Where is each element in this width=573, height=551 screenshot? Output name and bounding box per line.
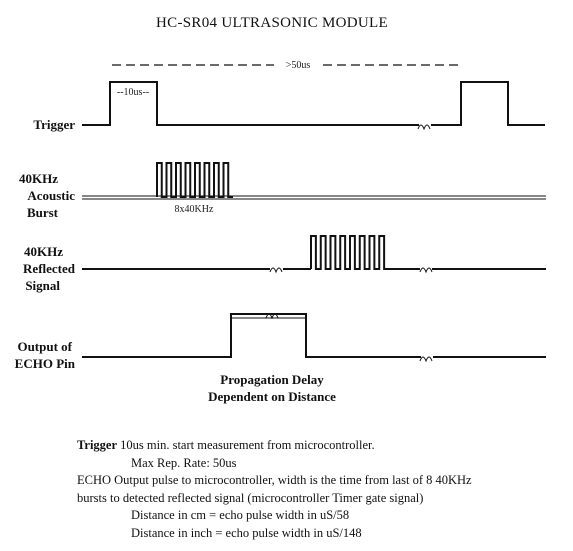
echo-break-icon-1 [265,313,279,320]
note-max-rate: Max Rep. Rate: 50us [131,455,237,470]
trigger-width-label: --10us-- [117,87,149,98]
label-echo-1: Output of [17,339,72,354]
label-trigger: Trigger [33,117,75,132]
reflected-break-icon-1 [269,267,283,274]
label-reflected-1: 40KHz [24,244,63,259]
note-echo-2: bursts to detected reflected signal (mic… [77,490,424,505]
burst-label: 8x40KHz [175,204,214,215]
label-reflected-3: Signal [25,278,60,293]
label-echo-2: ECHO Pin [15,356,76,371]
label-reflected-2: Reflected [23,261,76,276]
diagram-title: HC-SR04 ULTRASONIC MODULE [156,15,388,31]
period-label: >50us [286,60,311,71]
note-distance-cm: Distance in cm = echo pulse width in uS/… [131,508,350,522]
note-trigger-term: Trigger [77,438,118,452]
caption-line-1: Propagation Delay [220,372,324,387]
trigger-waveform [82,81,545,131]
reflected-signal-waveform [82,235,546,274]
echo-break-icon-2 [419,356,433,363]
caption-line-2: Dependent on Distance [208,389,336,404]
label-acoustic-2: Acoustic [27,188,75,203]
notes-block: Trigger 10us min. start measurement from… [77,437,567,542]
note-echo-text: Output pulse to microcontroller, width i… [111,473,472,487]
label-acoustic-1: 40KHz [19,171,58,186]
note-echo: ECHO Output pulse to microcontroller, wi… [77,472,567,490]
trigger-break-icon [417,124,431,131]
reflected-break-icon-2 [419,267,433,274]
acoustic-burst-waveform [82,162,546,200]
echo-waveform [82,313,546,363]
note-echo-term: ECHO [77,473,112,487]
timing-diagram: HC-SR04 ULTRASONIC MODULE >50us Trigger … [15,15,546,404]
label-acoustic-3: Burst [27,205,59,220]
note-trigger: Trigger 10us min. start measurement from… [77,437,567,455]
note-distance-inch: Distance in inch = echo pulse width in u… [131,525,362,540]
note-trigger-text: 10us min. start measurement from microco… [117,438,375,452]
